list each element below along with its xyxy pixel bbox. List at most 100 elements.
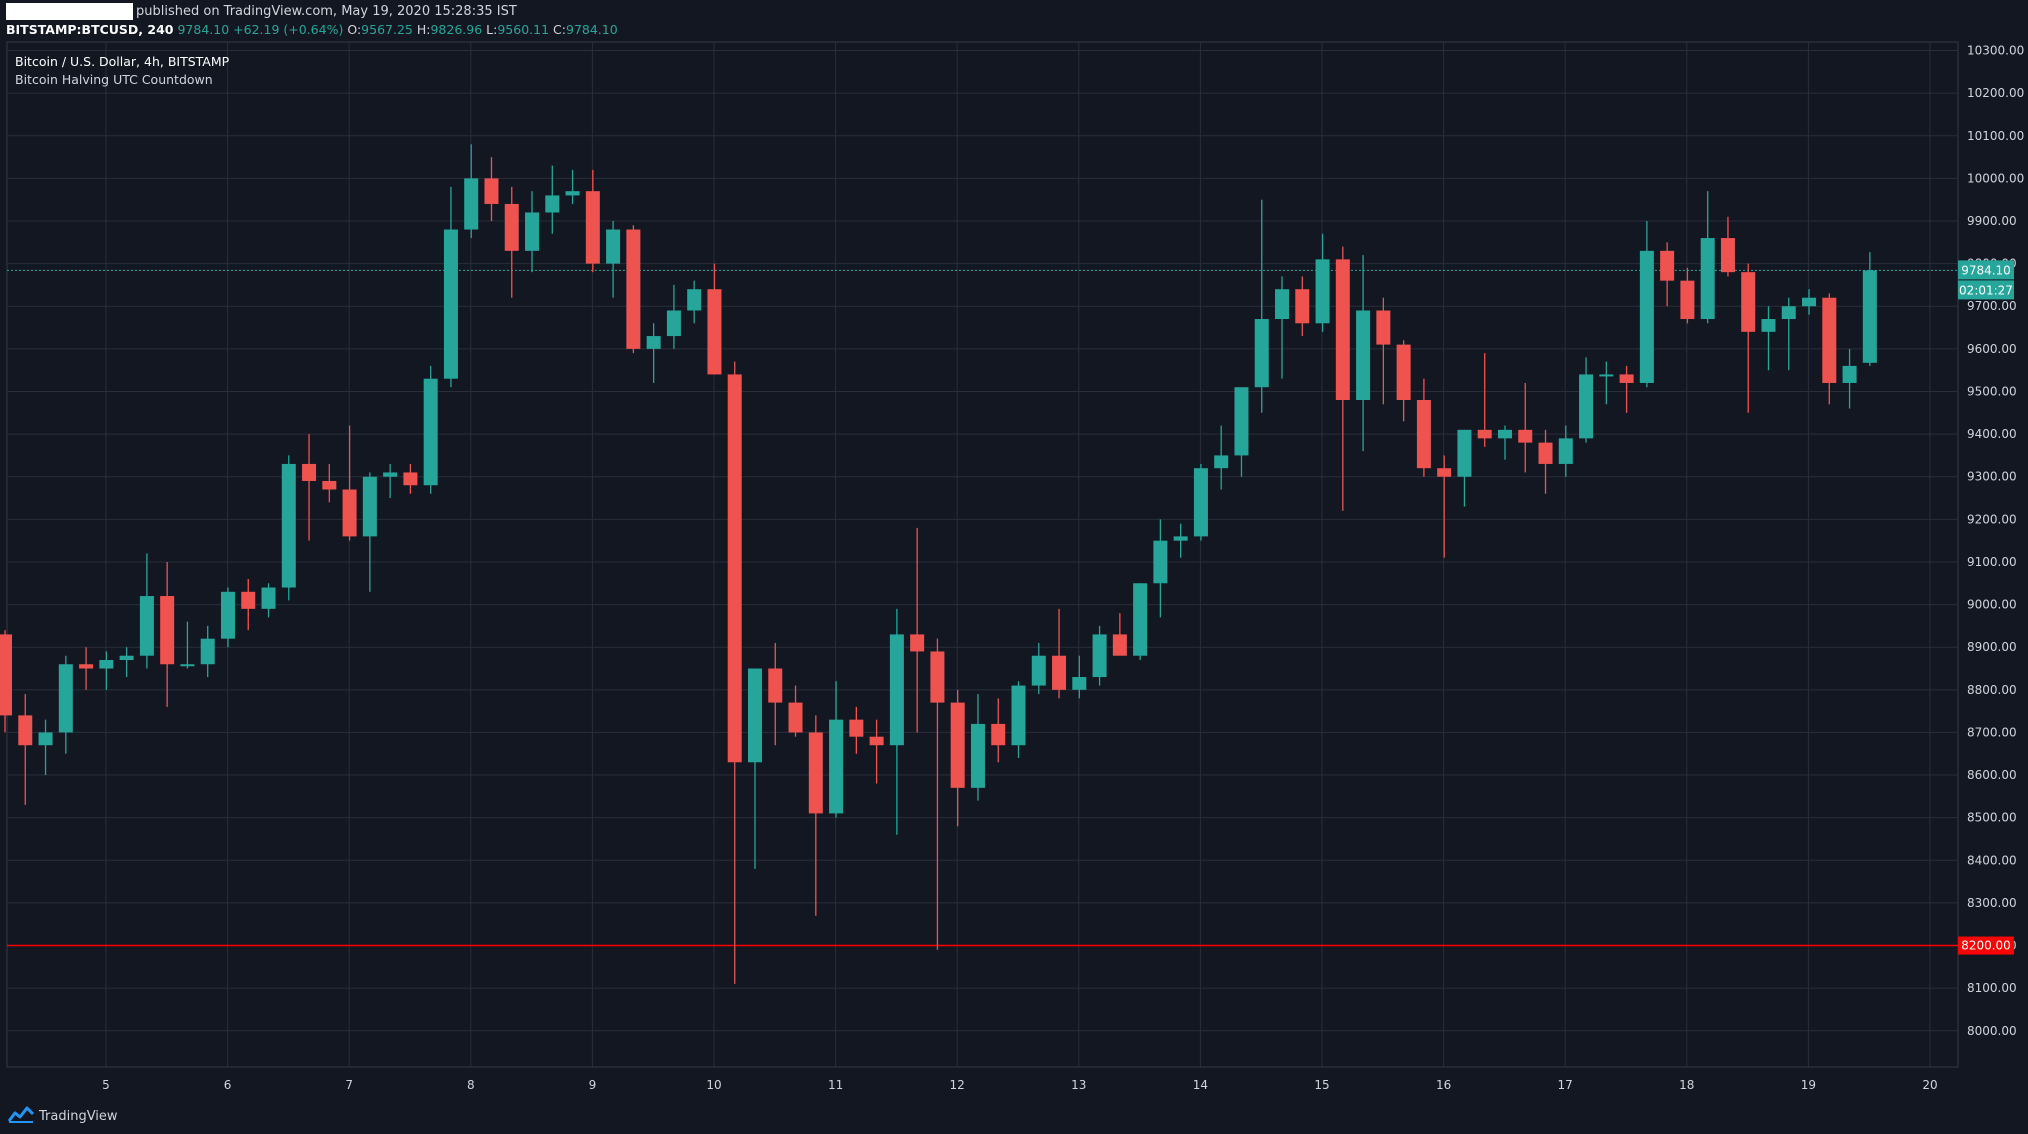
candle-body: [565, 191, 580, 196]
candle: [58, 655, 73, 754]
candle-body: [1741, 272, 1756, 332]
candle-body: [504, 203, 519, 251]
candle-body: [1173, 536, 1188, 541]
candle-body: [1761, 319, 1776, 332]
candle: [1052, 608, 1067, 699]
brand-label: TradingView: [39, 1108, 118, 1124]
candle-body: [160, 596, 175, 665]
candle: [910, 527, 925, 733]
x-tick-label: 20: [1922, 1078, 1937, 1092]
published-info: published on TradingView.com, May 19, 20…: [136, 4, 517, 19]
candle: [261, 583, 276, 618]
candle-body: [1052, 655, 1067, 690]
candle-body: [58, 664, 73, 733]
candle: [545, 165, 560, 234]
candle: [464, 144, 479, 239]
level-price-tag: 8200.00: [1958, 936, 2014, 955]
candle: [1275, 276, 1290, 379]
y-tick-label: 9300.00: [1967, 470, 2017, 484]
candle: [1173, 523, 1188, 558]
candle-body: [1802, 297, 1817, 307]
y-tick-label: 10100.00: [1967, 129, 2024, 143]
redacted-author: [6, 3, 133, 20]
candle-body: [241, 591, 256, 609]
candle-body: [1700, 238, 1715, 320]
candle-body: [1295, 289, 1310, 324]
y-tick-label: 9700.00: [1967, 299, 2017, 313]
candle: [423, 365, 438, 494]
candle-body: [38, 732, 53, 746]
candle: [1356, 255, 1371, 452]
candle-body: [119, 655, 134, 660]
candle: [1335, 246, 1350, 511]
x-tick-label: 19: [1801, 1078, 1816, 1092]
candle-body: [1356, 310, 1371, 401]
candle-body: [1133, 583, 1148, 656]
candle: [1437, 455, 1452, 558]
candle: [1153, 519, 1168, 618]
candle-body: [1335, 259, 1350, 401]
candle-body: [606, 229, 621, 264]
last-price: 9784.10: [177, 22, 230, 37]
candle: [1518, 382, 1533, 473]
x-tick-label: 17: [1558, 1078, 1573, 1092]
brand[interactable]: TradingView: [7, 1105, 118, 1127]
candle: [119, 647, 134, 678]
candle-body: [545, 195, 560, 213]
x-tick-label: 5: [102, 1078, 110, 1092]
candle: [1416, 378, 1431, 477]
candle: [991, 698, 1006, 763]
y-tick-label: 9500.00: [1967, 384, 2017, 398]
candle: [200, 625, 215, 678]
candle: [1741, 263, 1756, 413]
candle-body: [1396, 344, 1411, 401]
candle-body: [1072, 677, 1087, 690]
candle: [1497, 425, 1512, 460]
candle: [383, 463, 398, 499]
candle-body: [1497, 429, 1512, 439]
low-value: 9560.11: [497, 22, 550, 37]
candle-body: [1619, 374, 1634, 383]
x-tick-label: 11: [828, 1078, 843, 1092]
candle-body: [727, 374, 742, 763]
candle-body: [1579, 374, 1594, 439]
candle-body: [1376, 310, 1391, 345]
candle-body: [950, 702, 965, 788]
y-tick-label: 9000.00: [1967, 598, 2017, 612]
candle: [1781, 297, 1796, 371]
candle-body: [79, 664, 94, 669]
candle: [1457, 429, 1472, 507]
candle-body: [1660, 250, 1675, 281]
candle-body: [1639, 250, 1654, 383]
candle: [626, 225, 641, 354]
candle: [585, 169, 600, 273]
candle-body: [585, 191, 600, 264]
candle: [1376, 297, 1391, 405]
candle-body: [1193, 468, 1208, 537]
y-tick-label: 9600.00: [1967, 342, 2017, 356]
x-tick-label: 6: [224, 1078, 232, 1092]
candle: [362, 472, 377, 592]
candle-body: [869, 736, 884, 746]
candle: [1112, 613, 1127, 656]
candle: [849, 706, 864, 754]
candle: [1802, 289, 1817, 315]
current-price-tag: 9784.10 02:01:27: [1958, 260, 2014, 300]
candle: [1700, 191, 1715, 324]
candle-body: [1822, 297, 1837, 383]
candle: [180, 621, 195, 669]
y-tick-label: 10000.00: [1967, 171, 2024, 185]
y-tick-label: 9100.00: [1967, 555, 2017, 569]
candle: [241, 579, 256, 631]
y-tick-label: 8000.00: [1967, 1024, 2017, 1038]
candle: [322, 463, 337, 503]
candle: [1599, 361, 1614, 405]
candle: [1579, 357, 1594, 443]
candle-body: [1477, 429, 1492, 439]
candle: [889, 608, 904, 835]
candle: [1315, 233, 1330, 332]
candle: [1214, 425, 1229, 490]
y-tick-label: 9200.00: [1967, 512, 2017, 526]
candle-body: [768, 668, 783, 703]
